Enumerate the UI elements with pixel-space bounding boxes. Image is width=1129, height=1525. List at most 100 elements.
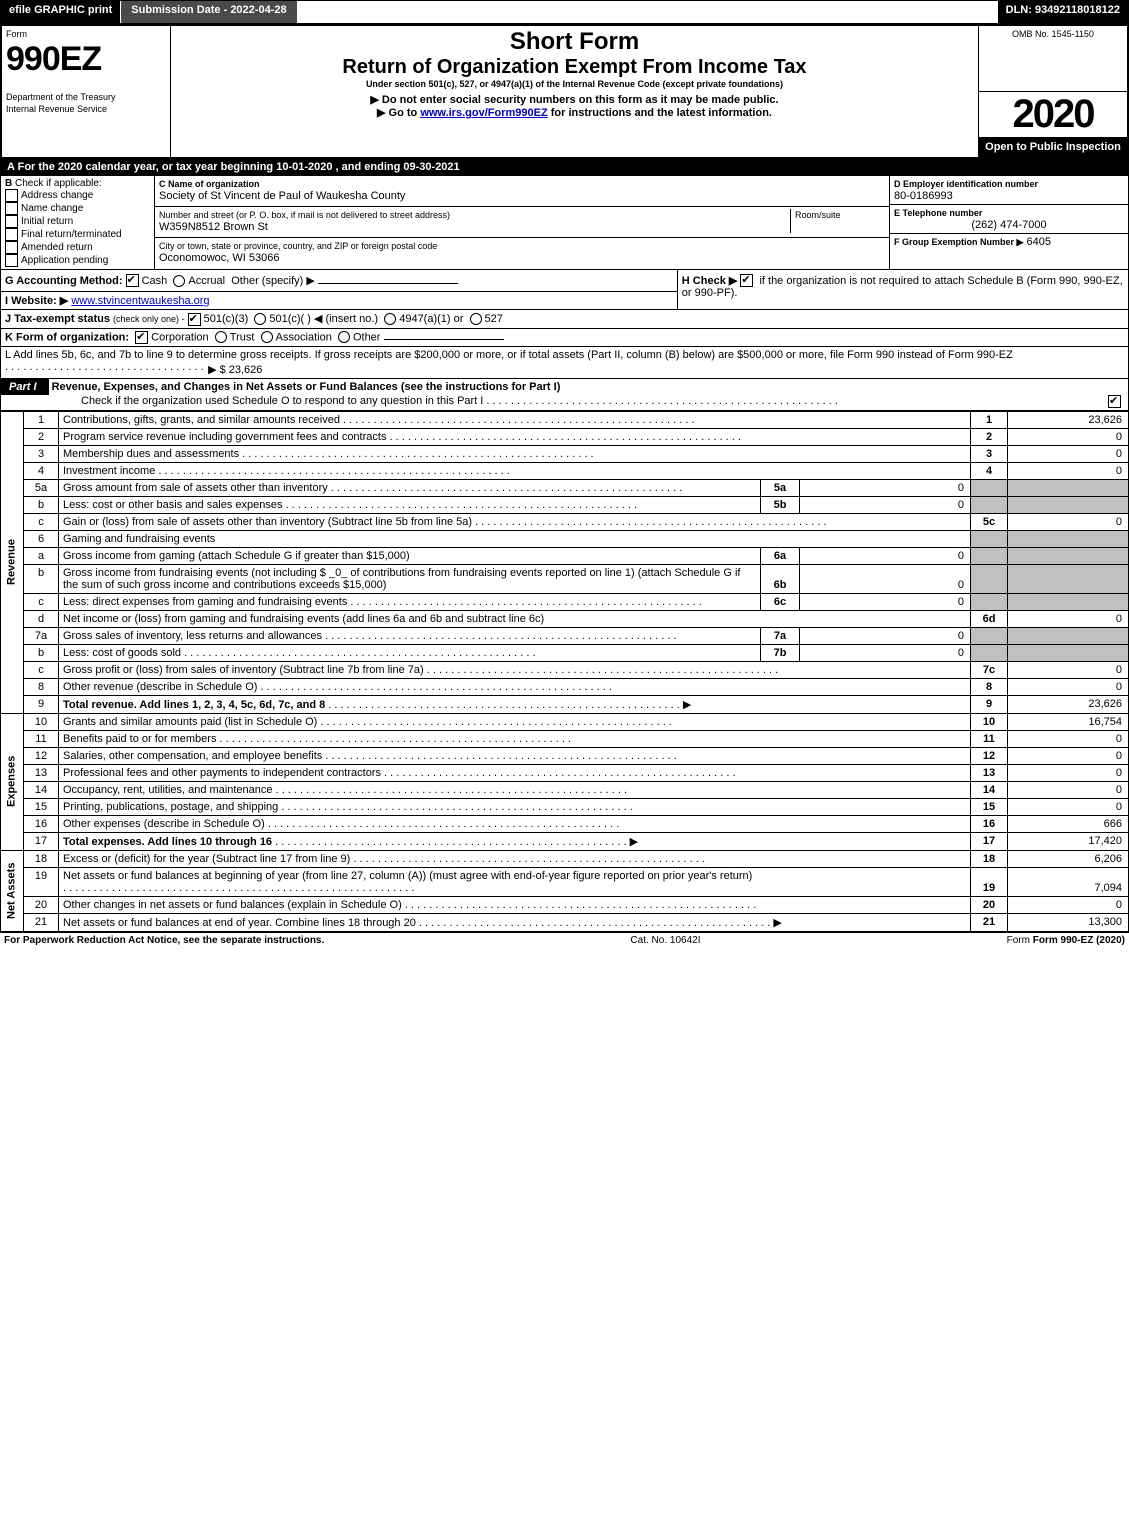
line-21-no: 21 (24, 913, 59, 931)
address-change-label: Address change (21, 190, 93, 201)
l-amount: 23,626 (229, 364, 263, 376)
address-change-checkbox[interactable] (5, 189, 18, 202)
l-arrow: ▶ $ (208, 364, 226, 376)
line-16-box: 16 (971, 815, 1008, 832)
cash-checkbox[interactable] (126, 274, 139, 287)
street-address: W359N8512 Brown St (159, 221, 268, 233)
line-5b-valgrey (1008, 496, 1129, 513)
line-5b-subval: 0 (800, 497, 971, 513)
footer-right: Form Form 990-EZ (2020) (1007, 935, 1125, 946)
efile-print-button[interactable]: efile GRAPHIC print (1, 1, 121, 23)
line-17-desc: Total expenses. Add lines 10 through 16 (63, 836, 272, 848)
k-assoc-radio[interactable] (261, 331, 273, 343)
line-20-no: 20 (24, 896, 59, 913)
line-5b-boxgrey (971, 496, 1008, 513)
top-bar: efile GRAPHIC print Submission Date - 20… (0, 0, 1129, 24)
line-7a-valgrey (1008, 627, 1129, 644)
line-3-no: 3 (24, 445, 59, 462)
k-other-radio[interactable] (338, 331, 350, 343)
g-h-block: G Accounting Method: Cash Accrual Other … (0, 270, 1129, 311)
line-5a-valgrey (1008, 479, 1129, 496)
line-19-dots (63, 882, 414, 894)
line-19-box: 19 (971, 867, 1008, 896)
j-527-radio[interactable] (470, 313, 482, 325)
other-specify-input[interactable] (318, 283, 458, 284)
line-2-no: 2 (24, 428, 59, 445)
phone-value: (262) 474-7000 (894, 219, 1124, 231)
line-15-box: 15 (971, 798, 1008, 815)
line-13-desc: Professional fees and other payments to … (63, 767, 736, 779)
line-6-valgrey (1008, 530, 1129, 547)
part1-check-text: Check if the organization used Schedule … (81, 395, 1108, 408)
line-7c-val: 0 (1008, 661, 1129, 678)
accrual-radio[interactable] (173, 275, 185, 287)
room-suite-label: Room/suite (795, 210, 841, 220)
footer-mid: Cat. No. 10642I (630, 935, 700, 946)
i-label: I Website: ▶ (5, 295, 68, 307)
line-9-val: 23,626 (1008, 695, 1129, 713)
line-17-val: 17,420 (1008, 832, 1129, 850)
application-pending-checkbox[interactable] (5, 254, 18, 267)
line-6a-valgrey (1008, 547, 1129, 564)
amended-return-checkbox[interactable] (5, 241, 18, 254)
line-5a-sub: 5a (761, 480, 800, 496)
line-8-box: 8 (971, 678, 1008, 695)
goto-instructions: ▶ Go to www.irs.gov/Form990EZ for instru… (175, 106, 974, 119)
j-4947: 4947(a)(1) or (399, 313, 463, 325)
line-12-desc: Salaries, other compensation, and employ… (63, 750, 677, 762)
line-3-val: 0 (1008, 445, 1129, 462)
line-12-no: 12 (24, 747, 59, 764)
group-exemption-value: 6405 (1027, 236, 1051, 248)
name-change-checkbox[interactable] (5, 202, 18, 215)
j-501c3-checkbox[interactable] (188, 313, 201, 326)
line-6b-sub: 6b (761, 565, 800, 593)
k-corp-checkbox[interactable] (135, 331, 148, 344)
website-link[interactable]: www.stvincentwaukesha.org (71, 295, 209, 307)
line-6c-boxgrey (971, 593, 1008, 610)
c-name-label: C Name of organization (159, 179, 260, 189)
line-6a-desc: Gross income from gaming (attach Schedul… (59, 548, 761, 564)
line-6c-desc: Less: direct expenses from gaming and fu… (63, 596, 702, 608)
form-word: Form (6, 29, 27, 39)
j-4947-radio[interactable] (384, 313, 396, 325)
line-6-desc: Gaming and fundraising events (59, 530, 971, 547)
line-4-no: 4 (24, 462, 59, 479)
part1-schedule-o-checkbox[interactable] (1108, 395, 1121, 408)
line-7c-no: c (24, 661, 59, 678)
line-16-no: 16 (24, 815, 59, 832)
line-5a-boxgrey (971, 479, 1008, 496)
line-14-val: 0 (1008, 781, 1129, 798)
line-5c-no: c (24, 513, 59, 530)
line-12-val: 0 (1008, 747, 1129, 764)
line-20-desc: Other changes in net assets or fund bala… (63, 899, 756, 911)
line-1-no: 1 (24, 411, 59, 428)
j-label: J Tax-exempt status (5, 313, 110, 325)
page-footer: For Paperwork Reduction Act Notice, see … (0, 932, 1129, 948)
final-return-checkbox[interactable] (5, 228, 18, 241)
k-other-input[interactable] (384, 339, 504, 340)
dept-treasury: Department of the Treasury (6, 92, 116, 102)
h-checkbox[interactable] (740, 274, 753, 287)
line-1-desc: Contributions, gifts, grants, and simila… (63, 414, 694, 426)
ssn-warning: ▶ Do not enter social security numbers o… (175, 93, 974, 106)
line-6-boxgrey (971, 530, 1008, 547)
line-6a-subval: 0 (800, 548, 971, 564)
k-trust-radio[interactable] (215, 331, 227, 343)
footer-right-inner: Form 990-EZ (2020) (1033, 935, 1125, 946)
form-header: Form 990EZ Department of the Treasury In… (0, 24, 1129, 159)
part1-dots (486, 395, 837, 407)
j-501c-radio[interactable] (254, 313, 266, 325)
line-13-val: 0 (1008, 764, 1129, 781)
line-7b-desc: Less: cost of goods sold (63, 647, 536, 659)
line-4-box: 4 (971, 462, 1008, 479)
goto-pre: ▶ Go to (377, 107, 420, 119)
line-5b-no: b (24, 496, 59, 513)
line-5c-val: 0 (1008, 513, 1129, 530)
final-return-label: Final return/terminated (21, 229, 122, 240)
line-7c-desc: Gross profit or (loss) from sales of inv… (63, 664, 778, 676)
irs-link[interactable]: www.irs.gov/Form990EZ (420, 107, 547, 119)
initial-return-checkbox[interactable] (5, 215, 18, 228)
line-5a-desc: Gross amount from sale of assets other t… (63, 482, 682, 494)
line-3-desc: Membership dues and assessments (63, 448, 594, 460)
line-21-box: 21 (971, 913, 1008, 931)
